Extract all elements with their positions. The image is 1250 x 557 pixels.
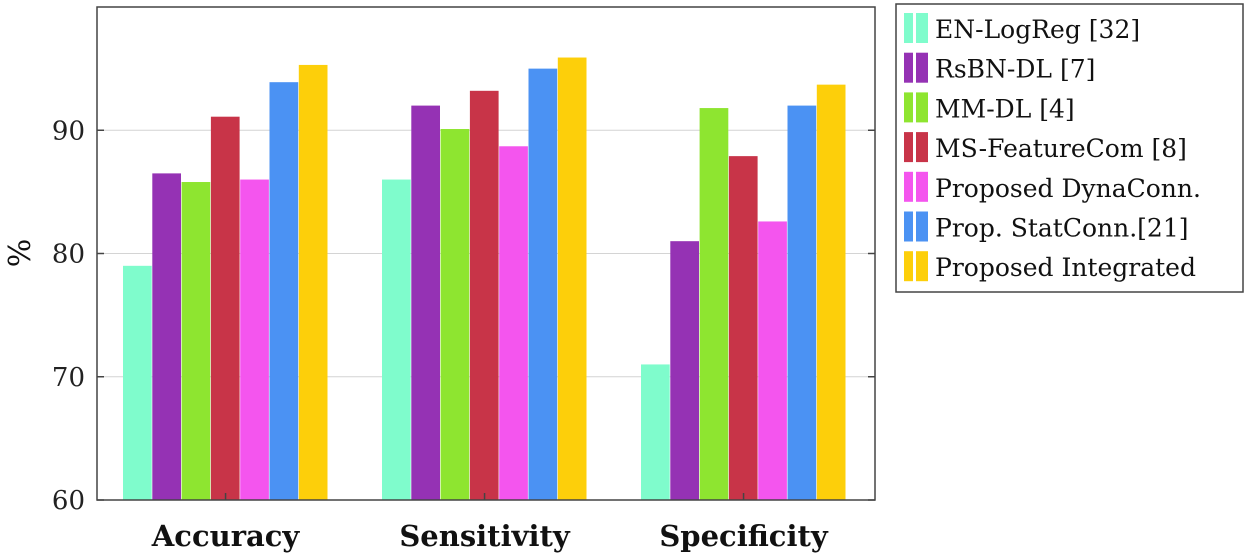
y-tick-label: 80	[52, 240, 85, 270]
legend-swatch-right	[916, 251, 928, 282]
y-tick-label: 70	[52, 363, 85, 393]
legend-swatch-left	[904, 13, 913, 43]
bar-specificity-3	[728, 156, 758, 500]
x-category-label: Accuracy	[151, 519, 301, 553]
y-axis-label: %	[3, 239, 38, 268]
bar-accuracy-5	[269, 82, 299, 501]
x-axis-categories: Accuracy Sensitivity Specificity	[151, 493, 829, 553]
legend-label: Prop. StatConn.[21]	[935, 214, 1189, 243]
bars	[123, 57, 846, 501]
bar-accuracy-1	[152, 173, 181, 500]
bar-accuracy-6	[298, 64, 328, 501]
y-tick-label: 60	[52, 486, 85, 516]
bar-specificity-2	[699, 108, 729, 500]
legend-swatch-right	[916, 92, 928, 123]
legend-swatch-left	[904, 251, 913, 282]
x-category-label: Specificity	[659, 519, 828, 553]
legend-label: EN-LogReg [32]	[935, 15, 1140, 44]
bar-specificity-6	[816, 84, 846, 501]
legend-label: MM-DL [4]	[935, 94, 1075, 123]
bar-accuracy-0	[123, 265, 152, 500]
legend-label: MS-FeatureCom [8]	[935, 134, 1187, 163]
bar-sensitivity-3	[469, 90, 499, 500]
bar-accuracy-4	[240, 179, 269, 501]
legend-swatch-right	[916, 13, 928, 43]
bar-sensitivity-2	[440, 129, 470, 500]
legend-label: Proposed Integrated	[935, 253, 1196, 282]
bar-sensitivity-4	[499, 146, 528, 500]
legend-swatch-left	[904, 52, 913, 83]
legend-swatch-right	[916, 211, 928, 242]
legend-label: RsBN-DL [7]	[935, 55, 1095, 84]
legend-swatch-right	[916, 52, 928, 83]
legend-swatch-left	[904, 211, 913, 242]
legend-swatch-right	[916, 132, 928, 163]
legend: EN-LogReg [32] RsBN-DL [7] MM-DL [4] MS-Fea…	[895, 3, 1244, 293]
y-axis-ticks: 60 70 80 90	[52, 116, 875, 516]
x-category-label: Sensitivity	[399, 519, 570, 553]
bar-sensitivity-1	[411, 105, 440, 500]
bar-specificity-4	[758, 221, 787, 500]
bar-specificity-0	[641, 364, 670, 500]
legend-swatch-left	[904, 92, 913, 123]
y-tick-label: 90	[52, 116, 85, 146]
legend-label: Proposed DynaConn.	[935, 174, 1201, 203]
bar-specificity-1	[670, 241, 699, 501]
legend-swatch-left	[904, 171, 913, 202]
bar-specificity-5	[787, 105, 817, 500]
legend-swatch-right	[916, 171, 928, 202]
legend-swatch-left	[904, 132, 913, 163]
bar-accuracy-3	[210, 116, 240, 500]
bar-sensitivity-0	[382, 179, 411, 501]
bar-sensitivity-5	[528, 68, 558, 500]
legend-frame	[895, 3, 1244, 293]
bar-accuracy-2	[181, 182, 211, 500]
bar-sensitivity-6	[557, 57, 587, 500]
